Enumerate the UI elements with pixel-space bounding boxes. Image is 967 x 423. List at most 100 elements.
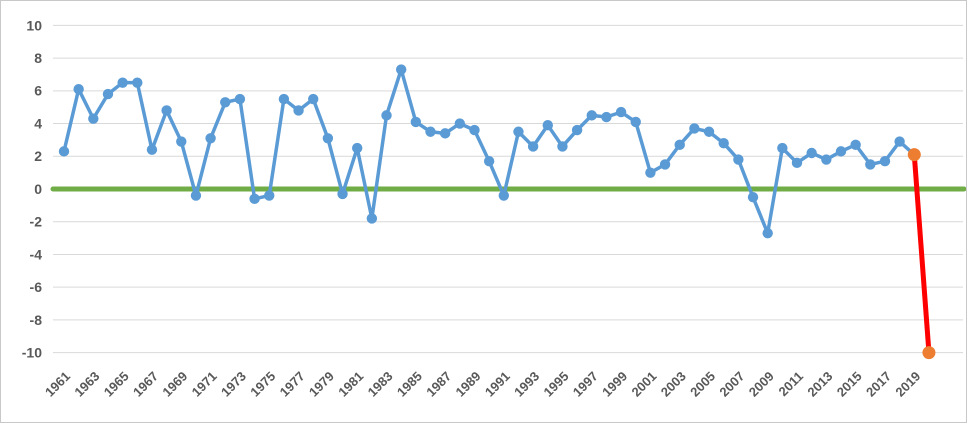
annual-percent-change-marker bbox=[659, 159, 671, 170]
x-axis-label: 2007 bbox=[716, 369, 747, 400]
annual-percent-change-marker bbox=[176, 136, 187, 147]
annual-percent-change-marker bbox=[73, 84, 84, 95]
y-axis-label: 2 bbox=[34, 148, 42, 164]
y-axis-label: -4 bbox=[30, 246, 43, 262]
annual-percent-change-marker bbox=[557, 141, 568, 152]
annual-percent-change-marker bbox=[513, 126, 524, 137]
x-axis-label: 1975 bbox=[247, 369, 278, 400]
annual-percent-change-marker bbox=[395, 64, 407, 75]
projected-2020-drop-marker bbox=[907, 148, 921, 162]
annual-percent-change-marker bbox=[322, 133, 334, 144]
annual-percent-change-marker bbox=[352, 142, 363, 154]
annual-percent-change-marker bbox=[601, 111, 612, 123]
annual-percent-change-marker bbox=[850, 139, 861, 151]
x-axis-label: 1997 bbox=[570, 369, 601, 400]
annual-percent-change-marker bbox=[308, 93, 319, 105]
annual-percent-change-marker bbox=[615, 106, 627, 118]
annual-percent-change-marker bbox=[220, 97, 231, 108]
x-axis-label: 1969 bbox=[159, 369, 190, 400]
x-axis-label: 1987 bbox=[423, 369, 454, 400]
x-axis-label: 1961 bbox=[42, 369, 73, 400]
annual-percent-change-marker bbox=[703, 126, 715, 137]
annual-percent-change-marker bbox=[835, 146, 847, 157]
annual-percent-change-marker bbox=[762, 227, 773, 239]
annual-percent-change-marker bbox=[689, 123, 700, 134]
x-axis-label: 1983 bbox=[365, 369, 396, 400]
annual-percent-change-marker bbox=[161, 105, 172, 116]
annual-percent-change-marker bbox=[264, 190, 275, 201]
annual-percent-change-line bbox=[62, 67, 917, 235]
annual-percent-change-marker bbox=[571, 124, 583, 136]
y-axis-label: -8 bbox=[30, 312, 43, 328]
x-axis-label: 1989 bbox=[453, 369, 484, 400]
annual-percent-change-marker bbox=[205, 133, 216, 144]
x-axis-label: 2001 bbox=[628, 369, 659, 400]
annual-percent-change-marker bbox=[278, 93, 290, 105]
x-axis-label: 1965 bbox=[101, 369, 132, 400]
x-axis-label: 2005 bbox=[687, 369, 718, 400]
y-axis-label: -10 bbox=[22, 345, 42, 361]
annual-percent-change-marker bbox=[747, 191, 759, 203]
y-axis-label: 10 bbox=[26, 17, 42, 33]
y-axis-label: -6 bbox=[30, 279, 43, 295]
annual-percent-change-marker bbox=[88, 113, 99, 124]
annual-percent-change-marker bbox=[777, 142, 788, 154]
annual-percent-change-marker bbox=[425, 126, 436, 137]
y-axis-label: 8 bbox=[34, 50, 42, 66]
annual-percent-change-marker bbox=[586, 110, 597, 121]
annual-percent-change-marker bbox=[366, 213, 378, 224]
x-axis-label: 1985 bbox=[394, 369, 425, 400]
annual-percent-change-marker bbox=[733, 154, 744, 165]
annual-percent-change-marker bbox=[806, 147, 817, 159]
projected-2020-drop-line bbox=[911, 152, 932, 356]
x-axis-label: 2017 bbox=[863, 369, 894, 400]
projected-2020-drop-marker bbox=[922, 346, 936, 360]
annual-percent-change-marker bbox=[337, 188, 348, 200]
annual-percent-change-marker bbox=[293, 105, 304, 116]
x-axis-label: 2019 bbox=[892, 369, 923, 400]
annual-percent-change-marker bbox=[718, 137, 729, 149]
x-axis-label: 1977 bbox=[277, 369, 308, 400]
annual-percent-change-marker bbox=[117, 77, 128, 88]
x-axis-label: 1995 bbox=[541, 369, 572, 400]
y-axis-label: -2 bbox=[30, 214, 43, 230]
y-axis-label: 0 bbox=[34, 181, 42, 197]
x-axis-label: 2011 bbox=[776, 369, 807, 400]
annual-percent-change-marker bbox=[234, 93, 246, 105]
x-axis-label: 1991 bbox=[482, 369, 513, 400]
annual-percent-change-marker bbox=[645, 167, 656, 178]
annual-percent-change-marker bbox=[146, 144, 158, 155]
annual-percent-change-marker bbox=[190, 190, 202, 201]
annual-percent-change-marker bbox=[439, 128, 451, 139]
x-axis-label: 1999 bbox=[599, 369, 630, 400]
annual-percent-change-marker bbox=[821, 154, 832, 165]
x-axis-label: 1973 bbox=[218, 369, 249, 400]
annual-percent-change-marker bbox=[410, 116, 422, 128]
y-axis-label: 4 bbox=[34, 115, 42, 131]
x-axis-label: 1971 bbox=[189, 369, 220, 400]
annual-percent-change-marker bbox=[249, 193, 260, 205]
x-axis-label: 2009 bbox=[746, 369, 777, 400]
x-axis-label: 2013 bbox=[804, 369, 835, 400]
y-axis-label: 6 bbox=[34, 83, 42, 99]
annual-percent-change-marker bbox=[674, 139, 685, 151]
annual-percent-change-marker bbox=[498, 190, 509, 201]
annual-percent-change-marker bbox=[381, 110, 392, 121]
annual-percent-change-marker bbox=[132, 77, 143, 88]
annual-percent-change-marker bbox=[454, 118, 466, 129]
annual-percent-change-marker bbox=[58, 146, 70, 157]
annual-percent-change-marker bbox=[865, 159, 876, 170]
annual-percent-change-marker bbox=[102, 88, 114, 100]
x-axis-label: 1967 bbox=[130, 369, 161, 400]
annual-percent-change-marker bbox=[630, 116, 641, 128]
x-axis-label: 2003 bbox=[658, 369, 689, 400]
annual-percent-change-marker bbox=[791, 157, 803, 169]
x-axis-label: 1993 bbox=[511, 369, 542, 400]
annual-percent-change-marker bbox=[483, 155, 495, 167]
annual-percent-change-marker bbox=[894, 136, 905, 147]
x-axis-label: 1963 bbox=[71, 369, 102, 400]
annual-percent-change-marker bbox=[542, 119, 553, 131]
annual-percent-change-marker bbox=[879, 155, 891, 167]
